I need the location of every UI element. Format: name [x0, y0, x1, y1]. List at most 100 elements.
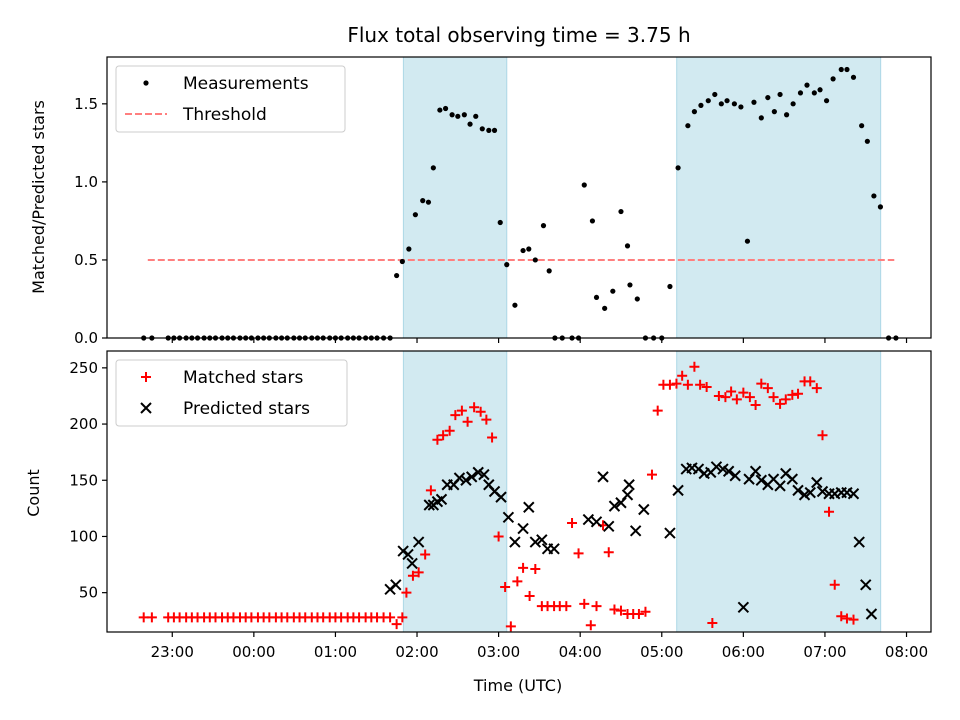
matched-star-point: [836, 611, 847, 622]
predicted-star-point: [412, 536, 425, 548]
matched-star-point: [481, 414, 492, 425]
measurement-point: [667, 283, 673, 290]
predicted-star-point: [529, 536, 542, 548]
predicted-star-point: [729, 470, 741, 482]
predicted-star-point: [853, 536, 865, 548]
matched-star-point: [469, 402, 480, 413]
matched-star-point: [646, 469, 657, 480]
matched-star-point: [707, 618, 718, 629]
axes-frame: [106, 350, 932, 633]
axes-frame: [106, 56, 932, 339]
measurement-point: [399, 258, 405, 265]
matched-star-point: [664, 379, 675, 390]
matched-star-point: [750, 399, 761, 410]
matched-star-point: [756, 378, 767, 389]
predicted-star-point: [749, 465, 762, 477]
y-tick-label: 1.5: [74, 95, 98, 113]
y-tick-label: 100: [69, 527, 98, 545]
predicted-star-point: [710, 461, 723, 473]
legend-measurement-marker: [143, 80, 149, 86]
measurement-point: [473, 113, 479, 119]
predicted-star-point: [402, 548, 414, 561]
x-tick-label: 04:00: [559, 643, 602, 661]
measurement-point: [406, 246, 412, 252]
matched-star-point: [720, 392, 731, 403]
matched-star-point: [615, 605, 626, 616]
predicted-star-point: [672, 484, 684, 497]
matched-star-point: [585, 620, 596, 631]
measurement-point: [675, 165, 681, 171]
x-tick-label: 02:00: [395, 643, 438, 661]
predicted-star-point: [548, 543, 560, 555]
predicted-star-point: [722, 465, 735, 477]
legend-box: [115, 65, 346, 133]
matched-star-point: [824, 506, 835, 517]
matched-star-point: [682, 379, 693, 390]
matched-star-point: [603, 547, 614, 558]
matched-star-point: [573, 548, 584, 559]
matched-star-point: [726, 386, 737, 397]
matched-star-point: [671, 378, 682, 389]
matched-star-point: [567, 517, 578, 528]
measurement-point: [461, 112, 467, 118]
measurement-point: [581, 182, 587, 188]
predicted-star-point: [608, 500, 621, 512]
measurement-point: [830, 76, 836, 82]
matched-star-point: [744, 392, 755, 403]
measurement-point: [618, 208, 624, 215]
matched-star-point: [652, 405, 663, 416]
predicted-star-point: [523, 501, 535, 513]
measurement-point: [437, 107, 443, 113]
predicted-star-point: [603, 520, 615, 533]
marks: [138, 361, 878, 632]
matched-star-point: [397, 612, 408, 623]
x-tick-label: 06:00: [722, 643, 765, 661]
y-tick-label: 0.0: [74, 329, 98, 347]
measurement-point: [602, 305, 608, 311]
legend-label: Matched stars: [183, 368, 303, 388]
measurement-point: [624, 243, 631, 249]
top-panel: 0.0 0.5 1.0 1.5 Measurements Threshold: [74, 56, 932, 347]
measurement-point: [797, 90, 804, 96]
matched-star-point: [146, 612, 157, 623]
matched-star-point: [829, 579, 840, 590]
matched-star-point: [787, 389, 798, 400]
y-tick-label: 0.5: [74, 251, 98, 269]
measurement-point: [811, 90, 817, 96]
matched-star-point: [518, 562, 529, 573]
matched-star-point: [407, 570, 418, 581]
matched-star-point: [695, 379, 706, 390]
measurement-point: [744, 238, 751, 244]
matched-star-point: [811, 383, 822, 394]
x-tick-label: 00:00: [232, 643, 275, 661]
measurement-point: [455, 113, 461, 119]
measurement-point: [823, 98, 830, 104]
matched-star-point: [841, 613, 852, 624]
measurement-point: [430, 165, 436, 171]
measurement-point: [864, 138, 870, 144]
measurement-point: [804, 82, 810, 88]
predicted-star-point: [755, 474, 768, 486]
matched-star-point: [731, 394, 742, 405]
predicted-star-point: [847, 488, 860, 500]
matched-star-point: [444, 425, 455, 436]
predicted-star-point: [590, 516, 603, 528]
y-tick-label: 200: [69, 415, 98, 433]
matched-star-point: [475, 406, 486, 417]
predicted-star-point: [811, 476, 823, 489]
legend-label: Measurements: [183, 74, 309, 94]
predicted-star-point: [390, 579, 402, 591]
predicted-star-point: [638, 503, 650, 516]
predicted-star-point: [478, 468, 490, 481]
matched-star-point: [609, 604, 620, 615]
matched-star-point: [505, 621, 516, 632]
measurement-point: [790, 101, 796, 107]
measurement-point: [765, 94, 771, 101]
matched-star-point: [591, 601, 602, 612]
observing-window-shade: [402, 350, 508, 633]
x-tick-label: 08:00: [885, 643, 928, 661]
legend-label: Threshold: [182, 105, 267, 125]
predicted-star-point: [786, 473, 799, 485]
predicted-star-point: [453, 472, 466, 484]
matched-star-point: [775, 398, 786, 409]
